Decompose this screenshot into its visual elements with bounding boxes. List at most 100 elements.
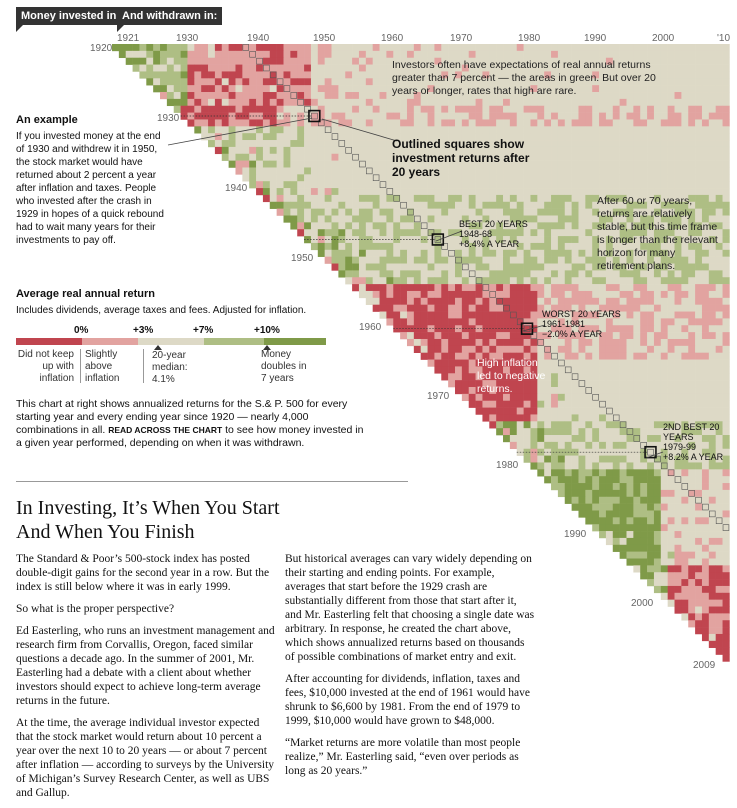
heatmap-cell	[358, 112, 367, 120]
heatmap-cell	[331, 249, 339, 257]
heatmap-cell	[509, 359, 518, 367]
heatmap-cell	[626, 112, 634, 120]
heatmap-cell	[605, 236, 614, 244]
heatmap-cell	[626, 489, 634, 498]
heatmap-cell	[557, 112, 566, 120]
heatmap-cell	[297, 153, 305, 161]
heatmap-cell	[633, 194, 641, 203]
heatmap-cell	[228, 140, 236, 148]
heatmap-cell	[605, 290, 614, 299]
heatmap-cell	[674, 407, 682, 415]
heatmap-cell	[653, 531, 662, 539]
heatmap-cell	[214, 64, 223, 72]
diag-tick: 1920	[90, 43, 113, 54]
heatmap-cell	[626, 531, 634, 539]
heatmap-cell	[345, 64, 353, 72]
heatmap-cell	[653, 92, 662, 100]
heatmap-cell	[461, 208, 470, 216]
heatmap-cell	[612, 188, 620, 196]
heatmap-cell	[585, 188, 593, 196]
heatmap-cell	[448, 311, 456, 319]
heatmap-cell	[557, 44, 566, 52]
heatmap-cell	[557, 421, 566, 429]
heatmap-cell	[674, 222, 682, 230]
heatmap-cell	[290, 201, 298, 209]
twenty-year-cell	[715, 517, 723, 525]
heatmap-cell	[592, 229, 600, 237]
heatmap-cell	[208, 78, 216, 86]
heatmap-cell	[701, 208, 710, 216]
heatmap-cell	[413, 140, 421, 148]
heatmap-cell	[386, 188, 394, 196]
heatmap-cell	[715, 517, 723, 525]
heatmap-cell	[324, 256, 332, 264]
heatmap-cell	[695, 284, 703, 292]
heatmap-cell	[221, 119, 229, 127]
heatmap-cell	[708, 537, 716, 546]
heatmap-cell	[482, 126, 490, 134]
heatmap-cell	[262, 71, 271, 79]
heatmap-cell	[269, 98, 277, 107]
heatmap-cell	[180, 64, 188, 72]
heatmap-cell	[420, 277, 428, 285]
heatmap-cell	[406, 325, 415, 333]
heatmap-cell	[194, 50, 202, 59]
heatmap-cell	[331, 263, 339, 271]
heatmap-cell	[290, 64, 298, 72]
heatmap-cell	[564, 435, 572, 443]
heatmap-cell	[310, 188, 319, 196]
heatmap-cell	[605, 140, 614, 148]
heatmap-cell	[585, 387, 593, 395]
heatmap-cell	[619, 112, 627, 120]
heatmap-cell	[441, 359, 449, 367]
heatmap-cell	[688, 599, 696, 607]
heatmap-cell	[605, 428, 614, 436]
heatmap-cell	[461, 393, 470, 402]
heatmap-cell	[544, 167, 552, 175]
heatmap-cell	[523, 332, 531, 340]
twenty-year-cell	[571, 373, 579, 380]
heatmap-cell	[324, 249, 332, 257]
heatmap-cell	[701, 400, 710, 408]
heatmap-cell	[516, 380, 524, 388]
heatmap-cell	[427, 290, 435, 299]
heatmap-cell	[530, 242, 538, 251]
heatmap-cell	[400, 311, 408, 319]
heatmap-cell	[722, 229, 730, 237]
second-best-20-callout: 2ND BEST 20 YEARS 1979-99 +8.2% A YEAR	[663, 422, 733, 462]
heatmap-cell	[201, 92, 209, 100]
heatmap-cell	[551, 181, 559, 189]
heatmap-cell	[688, 524, 696, 532]
heatmap-cell	[503, 98, 511, 107]
heatmap-cell	[605, 455, 614, 463]
heatmap-cell	[715, 531, 723, 539]
heatmap-cell	[557, 153, 566, 161]
heatmap-cell	[434, 64, 442, 72]
heatmap-cell	[708, 78, 716, 86]
heatmap-cell	[427, 242, 435, 251]
heatmap-cell	[722, 352, 730, 360]
heatmap-cell	[434, 208, 442, 216]
heatmap-cell	[221, 92, 229, 100]
heatmap-cell	[722, 579, 730, 587]
heatmap-cell	[619, 483, 627, 491]
heatmap-cell	[516, 270, 524, 278]
heatmap-cell	[681, 105, 689, 113]
heatmap-cell	[413, 311, 421, 319]
heatmap-cell	[715, 146, 723, 155]
heatmap-cell	[667, 188, 675, 196]
heatmap-cell	[448, 112, 456, 120]
heatmap-cell	[653, 338, 662, 347]
heatmap-cell	[482, 338, 490, 347]
heatmap-cell	[297, 78, 305, 86]
heatmap-cell	[647, 407, 655, 415]
heatmap-cell	[475, 119, 483, 127]
heatmap-cell	[564, 105, 572, 113]
heatmap-cell	[262, 78, 271, 86]
heatmap-cell	[372, 256, 380, 264]
heatmap-cell	[688, 50, 696, 59]
heatmap-cell	[605, 64, 614, 72]
heatmap-cell	[653, 489, 662, 498]
heatmap-cell	[235, 160, 243, 168]
heatmap-cell	[516, 297, 524, 305]
